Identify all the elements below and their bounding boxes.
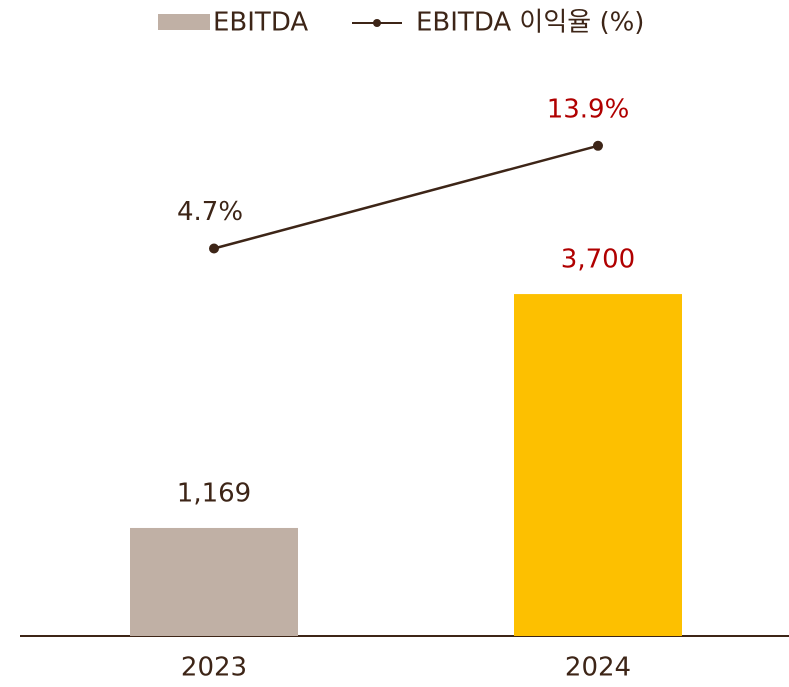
- legend-label: EBITDA: [213, 8, 308, 38]
- data-label: 3,700: [561, 245, 635, 275]
- legend-dot: [373, 19, 381, 27]
- data-label: 13.9%: [547, 94, 630, 124]
- bar: [514, 294, 682, 636]
- data-label: 1,169: [177, 478, 251, 508]
- bar: [130, 527, 298, 636]
- line-point: [593, 140, 603, 151]
- legend-label: EBITDA 이익율 (%): [416, 8, 644, 38]
- x-tick-label: 2023: [181, 653, 247, 683]
- line-point: [209, 243, 219, 254]
- line: [213, 144, 599, 250]
- data-label: 4.7%: [177, 197, 243, 227]
- x-tick-label: 2024: [565, 653, 631, 683]
- legend-swatch: [158, 14, 210, 30]
